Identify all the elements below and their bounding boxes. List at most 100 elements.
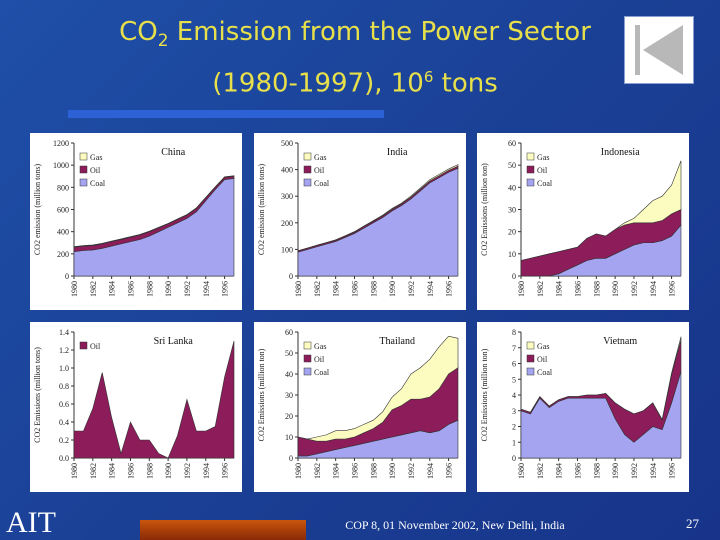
vietnam-y-tick-label: 7 <box>512 344 516 353</box>
thailand-legend-label-gas: Gas <box>314 342 326 351</box>
sri-lanka-x-tick-label: 1984 <box>108 463 117 479</box>
chart-panel-thailand: 0 10 20 30 40 50 60 1980 1982 1984 1986 1988 1990 199… <box>254 322 466 492</box>
slide-title: CO2 Emission from the Power Sector (1980… <box>60 14 650 102</box>
sri-lanka-x-tick-label: 1982 <box>89 463 98 479</box>
china-y-axis-label: CO2 emission (million tons) <box>33 164 42 256</box>
chart-sri-lanka: 0.0 0.2 0.4 0.6 0.8 1.0 1.2 1.4 1980 1982 1984 1986… <box>33 328 235 479</box>
vietnam-x-tick-label: 1996 <box>668 463 677 479</box>
indonesia-y-tick-label: 40 <box>508 183 516 192</box>
sri-lanka-y-tick-label: 0.6 <box>59 400 69 409</box>
india-x-tick-label: 1984 <box>332 281 341 297</box>
thailand-y-axis-label: CO2 Emissions (million ton) <box>257 348 266 441</box>
thailand-y-tick-label: 60 <box>285 328 293 337</box>
title-subscript: 2 <box>157 31 169 52</box>
thailand-x-tick-label: 1984 <box>332 463 341 479</box>
india-x-tick-label: 1996 <box>445 281 454 297</box>
back-button[interactable] <box>624 16 694 84</box>
vietnam-x-tick-label: 1994 <box>649 463 658 479</box>
ait-logo: AIT <box>6 506 56 539</box>
thailand-x-tick-label: 1986 <box>350 463 359 479</box>
vietnam-y-tick-label: 6 <box>512 360 516 369</box>
chart-panel-sri-lanka: 0.0 0.2 0.4 0.6 0.8 1.0 1.2 1.4 1980 1982 1984 1986… <box>30 322 242 492</box>
title-line-2: (1980-1997), 106 tons <box>60 59 650 102</box>
india-y-tick-label: 300 <box>281 192 293 201</box>
thailand-y-tick-label: 40 <box>285 370 293 379</box>
china-x-tick-label: 1980 <box>70 281 79 297</box>
indonesia-legend-swatch-oil <box>526 165 535 174</box>
india-y-axis-label: CO2 emission (million tons) <box>257 164 266 256</box>
indonesia-y-axis-label: CO2 Emissions (million ton) <box>480 163 489 256</box>
footer-text: COP 8, 01 November 2002, New Delhi, Indi… <box>345 518 565 532</box>
thailand-legend-swatch-gas <box>303 341 312 350</box>
thailand-y-tick-label: 0 <box>289 454 293 463</box>
indonesia-y-tick-label: 30 <box>508 206 516 215</box>
sri-lanka-x-tick-label: 1980 <box>70 463 79 479</box>
vietnam-x-tick-label: 1992 <box>630 463 639 479</box>
china-x-tick-label: 1988 <box>145 281 154 297</box>
china-x-tick-label: 1984 <box>108 281 117 297</box>
sri-lanka-x-tick-label: 1986 <box>126 463 135 479</box>
indonesia-y-tick-label: 0 <box>512 272 516 281</box>
china-x-tick-label: 1990 <box>164 281 173 297</box>
indonesia-legend-swatch-gas <box>526 152 535 161</box>
india-y-tick-label: 500 <box>281 139 293 148</box>
indonesia-x-tick-label: 1982 <box>536 281 545 297</box>
china-area-gas <box>73 175 235 248</box>
vietnam-legend-swatch-coal <box>526 367 535 376</box>
india-x-tick-label: 1994 <box>426 281 435 297</box>
indonesia-x-tick-label: 1996 <box>668 281 677 297</box>
vietnam-x-tick-label: 1988 <box>592 463 601 479</box>
china-legend-label-oil: Oil <box>90 166 101 175</box>
india-x-tick-label: 1992 <box>407 281 416 297</box>
thailand-x-tick-label: 1982 <box>313 463 322 479</box>
china-legend-label-gas: Gas <box>90 153 102 162</box>
sri-lanka-y-tick-label: 1.2 <box>59 346 69 355</box>
title-underline-bar <box>68 110 384 118</box>
india-y-tick-label: 0 <box>289 272 293 281</box>
china-y-tick-label: 1000 <box>53 161 69 170</box>
indonesia-area-gas <box>520 160 682 261</box>
china-legend-swatch-gas <box>79 152 88 161</box>
vietnam-x-tick-label: 1984 <box>555 463 564 479</box>
indonesia-x-tick-label: 1994 <box>649 281 658 297</box>
vietnam-y-tick-label: 8 <box>512 328 516 337</box>
china-legend-swatch-coal <box>79 178 88 187</box>
sri-lanka-legend-swatch-oil <box>79 341 88 350</box>
vietnam-y-tick-label: 1 <box>512 438 516 447</box>
china-x-tick-label: 1992 <box>183 281 192 297</box>
chart-thailand: 0 10 20 30 40 50 60 1980 1982 1984 1986 1988 1990 199… <box>257 328 459 479</box>
vietnam-y-axis-label: CO2 Emissions (million ton) <box>480 348 489 441</box>
china-y-tick-label: 600 <box>57 206 69 215</box>
chart-panel-indonesia: 0 10 20 30 40 50 60 1980 1982 1984 1986 1988 1990 199… <box>477 133 689 310</box>
sri-lanka-title: Sri Lanka <box>154 336 194 347</box>
india-area-gas <box>297 164 459 252</box>
india-x-tick-label: 1982 <box>313 281 322 297</box>
page-number: 27 <box>686 516 699 531</box>
indonesia-x-tick-label: 1984 <box>555 281 564 297</box>
vietnam-legend-label-coal: Coal <box>537 368 553 377</box>
indonesia-x-tick-label: 1990 <box>611 281 620 297</box>
thailand-legend-label-oil: Oil <box>314 355 325 364</box>
indonesia-title: Indonesia <box>601 147 640 158</box>
sri-lanka-area-oil <box>73 340 235 459</box>
thailand-x-tick-label: 1992 <box>407 463 416 479</box>
vietnam-y-tick-label: 5 <box>512 375 516 384</box>
title-years: (1980-1997), 10 <box>212 68 424 99</box>
india-y-tick-label: 400 <box>281 166 293 175</box>
chart-indonesia: 0 10 20 30 40 50 60 1980 1982 1984 1986 1988 1990 199… <box>480 139 682 297</box>
sri-lanka-x-tick-label: 1996 <box>221 463 230 479</box>
thailand-legend-swatch-oil <box>303 354 312 363</box>
thailand-x-tick-label: 1990 <box>388 463 397 479</box>
indonesia-x-tick-label: 1986 <box>573 281 582 297</box>
sri-lanka-y-tick-label: 1.0 <box>59 364 69 373</box>
china-y-tick-label: 0 <box>65 272 69 281</box>
thailand-y-tick-label: 10 <box>285 433 293 442</box>
thailand-title: Thailand <box>379 336 415 347</box>
india-legend-swatch-oil <box>303 165 312 174</box>
vietnam-y-tick-label: 0 <box>512 454 516 463</box>
vietnam-x-tick-label: 1980 <box>517 463 526 479</box>
vietnam-y-tick-label: 4 <box>512 391 516 400</box>
china-legend-swatch-oil <box>79 165 88 174</box>
thailand-legend-swatch-coal <box>303 367 312 376</box>
india-legend-label-oil: Oil <box>314 166 325 175</box>
